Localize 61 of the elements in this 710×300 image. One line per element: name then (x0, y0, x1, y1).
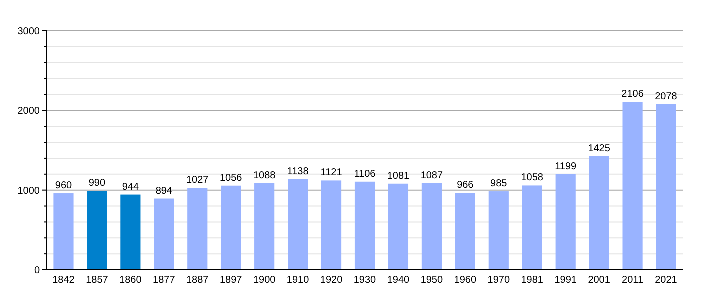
bar (254, 183, 275, 270)
x-tick-label: 1910 (286, 275, 310, 286)
x-tick-label: 1842 (52, 275, 76, 286)
x-tick-label: 1950 (420, 275, 444, 286)
bar (422, 183, 442, 270)
data-label: 2106 (622, 89, 644, 100)
data-label: 1087 (420, 170, 444, 182)
y-tick-label: 2000 (18, 106, 40, 118)
bar (522, 186, 542, 270)
x-tick-label: 1860 (120, 275, 142, 286)
bar (488, 192, 509, 270)
x-tick-label: 1900 (253, 275, 276, 286)
bar (455, 193, 476, 270)
data-label: 966 (457, 180, 474, 192)
bar (120, 194, 141, 270)
x-tick-label: 2001 (588, 275, 611, 286)
data-label: 894 (156, 186, 173, 197)
bar (87, 191, 108, 270)
data-label: 1138 (287, 166, 310, 178)
x-tick-label: 1960 (454, 275, 477, 286)
bar (54, 194, 74, 270)
x-tick-label: 1920 (320, 275, 344, 286)
data-label: 1425 (588, 143, 611, 154)
y-tick-label: 3000 (18, 26, 40, 38)
bar (589, 156, 610, 270)
bar (321, 180, 342, 270)
x-tick-label: 1877 (153, 275, 176, 286)
data-label: 1199 (555, 161, 578, 172)
data-label: 2078 (655, 91, 678, 102)
x-tick-label: 1930 (354, 275, 377, 286)
x-tick-label: 1940 (387, 275, 410, 286)
bar (556, 174, 576, 270)
data-label: 1106 (354, 168, 376, 180)
bar (154, 198, 174, 270)
x-tick-label: 1991 (554, 275, 578, 286)
x-tick-label: 1970 (488, 275, 510, 286)
bar (188, 188, 208, 270)
data-label: 1121 (320, 168, 343, 179)
x-tick-label: 2011 (622, 275, 644, 286)
x-tick-label: 1981 (521, 275, 544, 286)
bar (354, 182, 376, 270)
bar (622, 102, 643, 270)
data-label: 1081 (387, 170, 410, 182)
bar (288, 179, 308, 270)
data-label: 1056 (220, 172, 243, 184)
x-tick-label: 2021 (655, 275, 678, 286)
y-tick-label: 1000 (18, 186, 40, 197)
bar (656, 104, 676, 270)
data-label: 1027 (186, 175, 210, 186)
x-tick-label: 1887 (186, 275, 210, 286)
data-label: 944 (122, 182, 140, 193)
x-tick-label: 1857 (86, 275, 109, 286)
data-label: 1088 (253, 170, 276, 182)
data-label: 990 (88, 178, 106, 190)
data-label: 960 (55, 180, 73, 192)
data-label: 1058 (521, 172, 544, 184)
bar (388, 184, 409, 270)
y-tick-label: 0 (34, 266, 40, 276)
data-label: 985 (490, 178, 508, 190)
x-tick-label: 1897 (220, 275, 243, 286)
bar (221, 186, 242, 270)
